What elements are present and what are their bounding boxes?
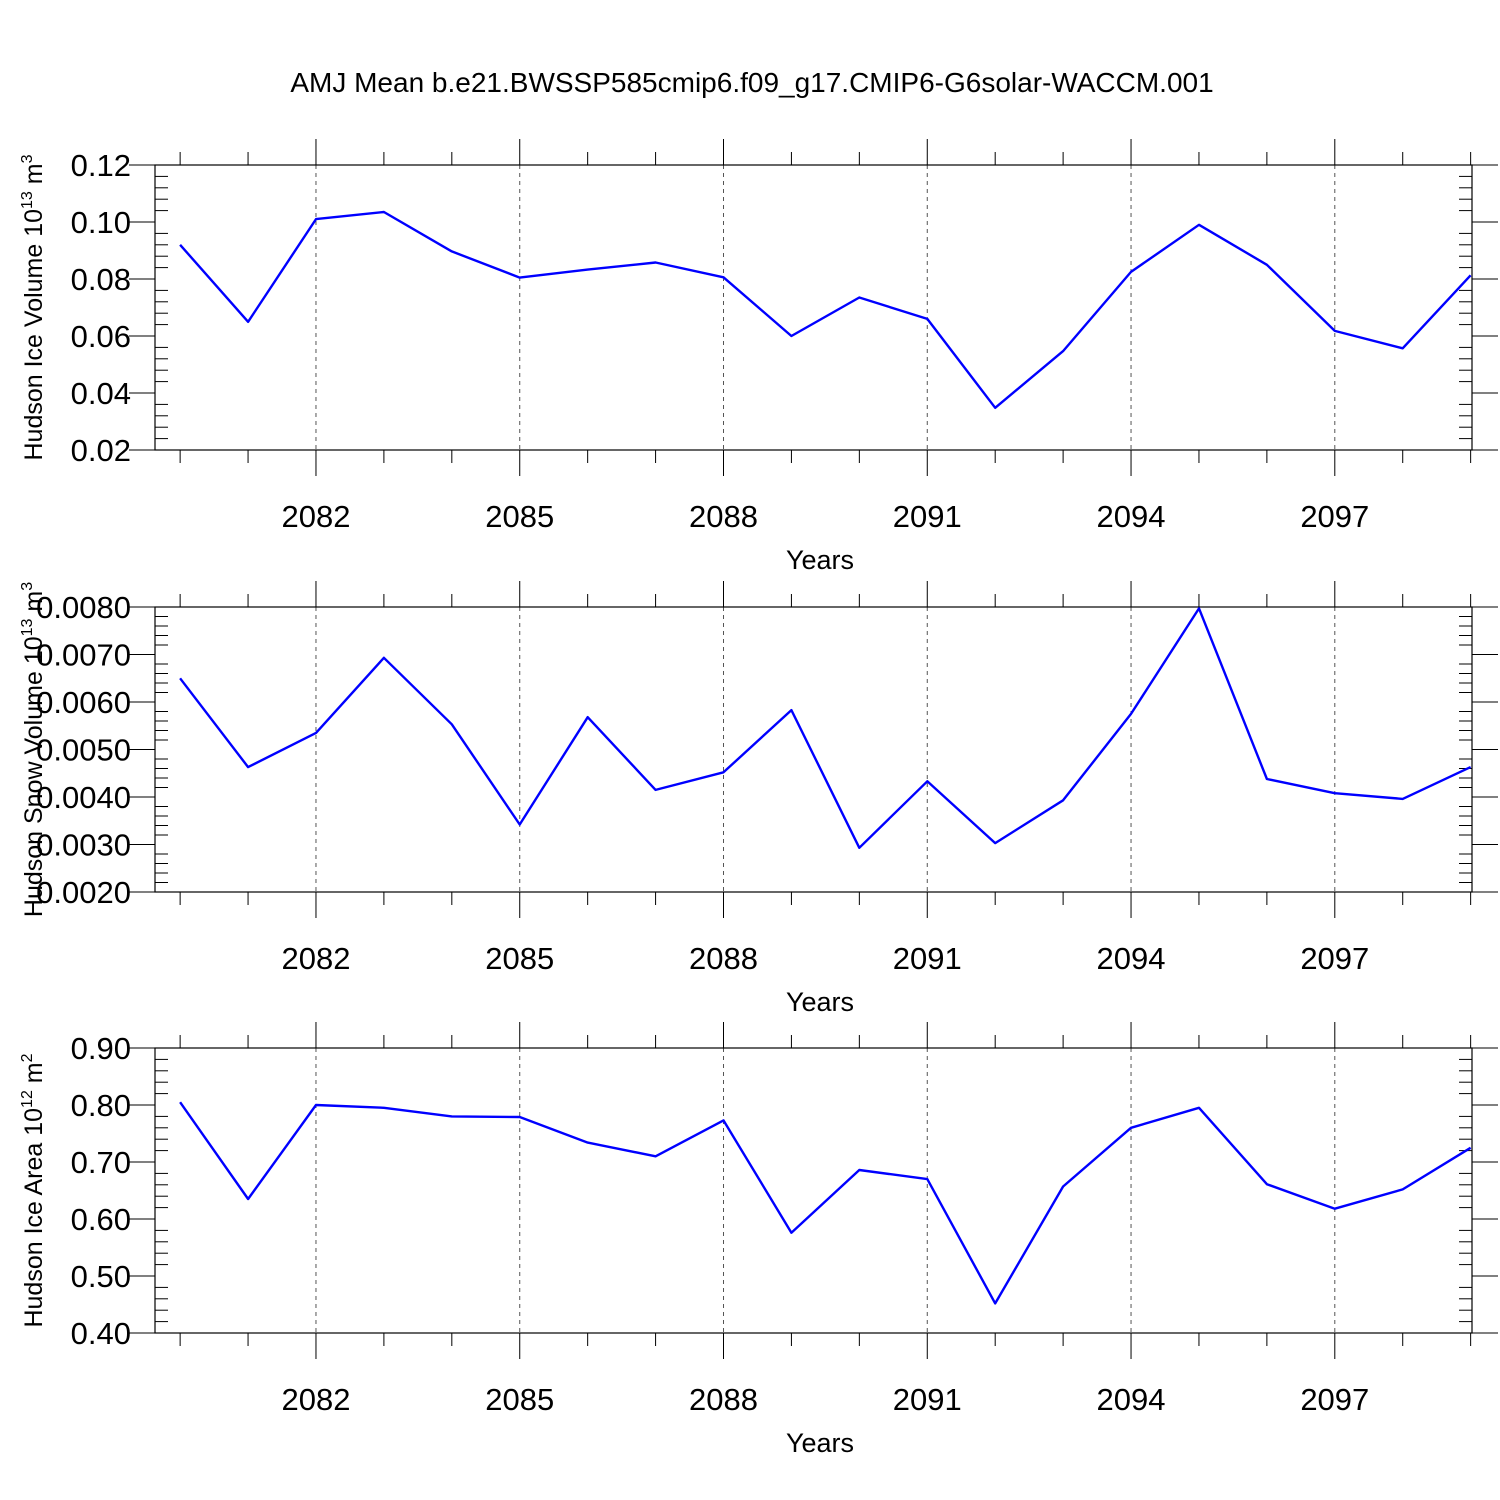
- chart-panels: 0.02 0.04 0.06 0.08 0.10 0.12 2082 2085 2088 2091…: [19, 139, 1498, 1458]
- y-tick-label: 0.80: [71, 1088, 131, 1123]
- x-tick-label: 2088: [689, 499, 758, 534]
- x-axis-label: Years: [786, 545, 854, 575]
- x-tick-label: 2097: [1300, 941, 1369, 976]
- y-tick-label: 0.0020: [36, 875, 131, 910]
- x-tick-label: 2091: [893, 941, 962, 976]
- x-tick-label: 2094: [1097, 941, 1166, 976]
- x-tick-label: 2091: [893, 499, 962, 534]
- y-tick-label: 0.60: [71, 1202, 131, 1237]
- plot-frame: [154, 1047, 1473, 1334]
- x-tick-label: 2082: [281, 1382, 350, 1417]
- y-tick-label: 0.06: [71, 319, 131, 354]
- x-tick-label: 2091: [893, 1382, 962, 1417]
- series-line: [179, 1101, 1472, 1305]
- chart-panel-3: 0.40 0.50 0.60 0.70 0.80 0.90 2082 2085 2088 2091…: [19, 1022, 1498, 1458]
- x-tick-label: 2094: [1097, 499, 1166, 534]
- chart-panel-1: 0.02 0.04 0.06 0.08 0.10 0.12 2082 2085 2088 2091…: [19, 139, 1498, 575]
- x-tick-label: 2085: [485, 941, 554, 976]
- y-tick-label: 0.0050: [36, 733, 131, 768]
- x-tick-label: 2097: [1300, 1382, 1369, 1417]
- series-line: [179, 607, 1472, 849]
- x-axis-label: Years: [786, 987, 854, 1017]
- plot-frame: [154, 606, 1473, 893]
- y-tick-label: 0.0060: [36, 685, 131, 720]
- y-tick-label: 0.90: [71, 1031, 131, 1066]
- y-axis-label: Hudson Snow Volume 1013 m3: [19, 582, 48, 917]
- x-tick-label: 2094: [1097, 1382, 1166, 1417]
- y-tick-label: 0.04: [71, 376, 131, 411]
- x-axis-label: Years: [786, 1428, 854, 1458]
- x-tick-label: 2082: [281, 499, 350, 534]
- y-tick-label: 0.40: [71, 1316, 131, 1351]
- x-tick-label: 2082: [281, 941, 350, 976]
- y-tick-label: 0.0070: [36, 638, 131, 673]
- chart-panel-2: 0.0020 0.0030 0.0040 0.0050 0.0060 0.0070 0.00…: [19, 581, 1498, 1017]
- x-tick-label: 2088: [689, 1382, 758, 1417]
- y-tick-label: 0.02: [71, 433, 131, 468]
- y-tick-label: 0.50: [71, 1259, 131, 1294]
- x-tick-label: 2097: [1300, 499, 1369, 534]
- y-tick-label: 0.70: [71, 1145, 131, 1180]
- plot-frame: [154, 164, 1473, 451]
- x-tick-label: 2085: [485, 499, 554, 534]
- y-tick-label: 0.0080: [36, 590, 131, 625]
- series-line: [179, 210, 1472, 409]
- y-tick-label: 0.10: [71, 205, 131, 240]
- y-tick-label: 0.12: [71, 148, 131, 183]
- y-tick-label: 0.08: [71, 262, 131, 297]
- y-axis-label: Hudson Ice Area 1012 m2: [19, 1053, 48, 1327]
- x-tick-label: 2088: [689, 941, 758, 976]
- y-tick-label: 0.0030: [36, 828, 131, 863]
- x-tick-label: 2085: [485, 1382, 554, 1417]
- y-tick-label: 0.0040: [36, 780, 131, 815]
- figure-title: AMJ Mean b.e21.BWSSP585cmip6.f09_g17.CMI…: [290, 67, 1213, 98]
- y-axis-label: Hudson Ice Volume 1013 m3: [19, 154, 48, 460]
